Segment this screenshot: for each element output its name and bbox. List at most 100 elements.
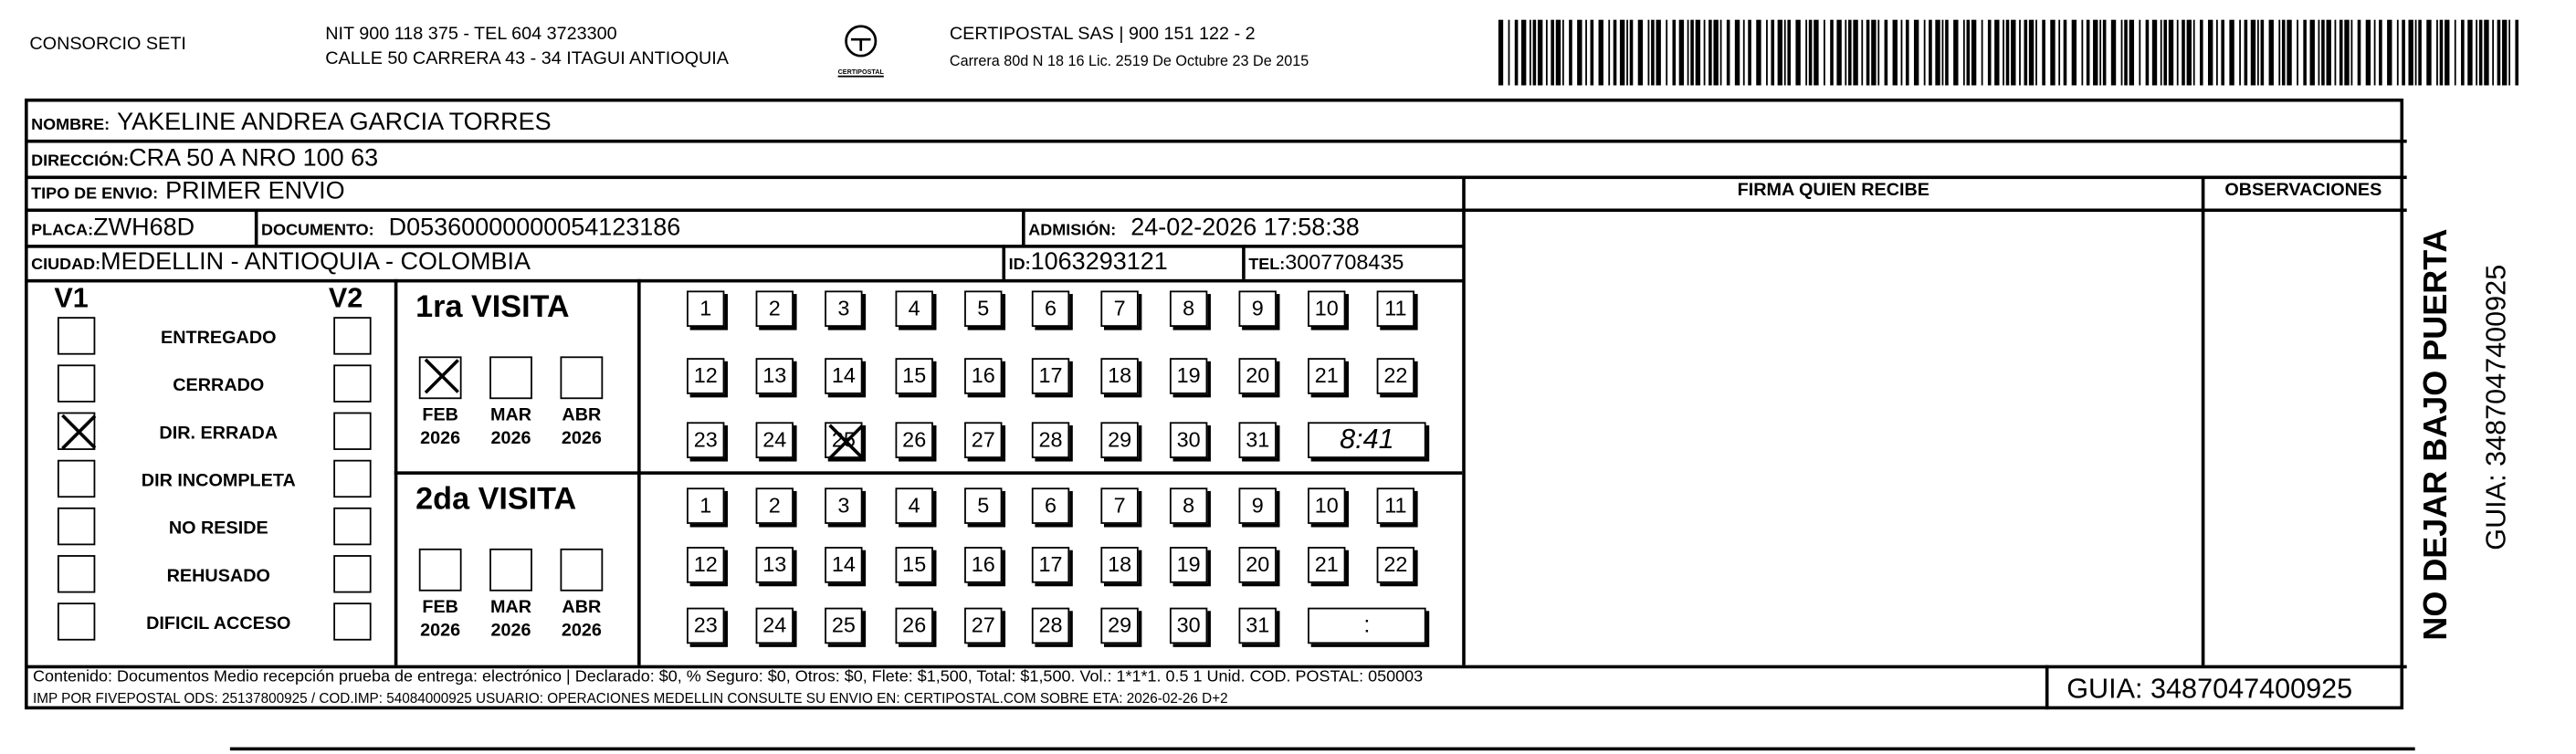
day-box[interactable]: 17 <box>1031 358 1070 394</box>
day-box[interactable]: 12 <box>687 547 725 583</box>
day-box[interactable]: 11 <box>1376 290 1415 328</box>
day-box[interactable]: 3 <box>825 290 863 328</box>
day-box[interactable]: 23 <box>687 422 725 458</box>
v1-checkbox[interactable] <box>57 459 96 498</box>
day-box[interactable]: 18 <box>1100 358 1139 394</box>
day-box[interactable]: 5 <box>964 290 1003 328</box>
day-box[interactable]: 15 <box>895 358 933 394</box>
day-box[interactable]: 14 <box>825 358 863 394</box>
v2-checkbox[interactable] <box>333 602 372 641</box>
month-checkbox[interactable] <box>560 356 604 400</box>
month-checkbox[interactable] <box>418 548 462 592</box>
day-box[interactable]: 16 <box>964 547 1003 583</box>
v2-checkbox[interactable] <box>333 507 372 546</box>
day-box[interactable]: 21 <box>1308 547 1346 583</box>
barcode-bar <box>2244 19 2248 86</box>
barcode-bar <box>2207 19 2213 86</box>
v1-checkbox[interactable] <box>57 364 96 403</box>
v2-checkbox[interactable] <box>333 364 372 403</box>
day-box[interactable]: 29 <box>1100 607 1139 644</box>
v2-checkbox[interactable] <box>333 555 372 593</box>
v1-checkbox[interactable] <box>57 555 96 593</box>
v1-checkbox[interactable] <box>57 507 96 546</box>
day-box[interactable]: 1 <box>687 487 725 524</box>
day-box[interactable]: 30 <box>1169 607 1208 644</box>
day-box[interactable]: 31 <box>1238 422 1277 458</box>
v2-checkbox[interactable] <box>333 459 372 498</box>
v1-checkbox[interactable] <box>57 602 96 641</box>
day-box[interactable]: 19 <box>1169 358 1208 394</box>
day-box[interactable]: 7 <box>1100 487 1139 524</box>
day-box[interactable]: 26 <box>895 422 933 458</box>
day-box[interactable]: 11 <box>1376 487 1415 524</box>
barcode-bar <box>1687 19 1689 86</box>
day-box[interactable]: 13 <box>755 547 794 583</box>
tipo-label: TIPO DE ENVIO: <box>31 185 159 204</box>
barcode-bar <box>2445 19 2450 86</box>
barcode-bar <box>2326 19 2331 86</box>
day-box[interactable]: 16 <box>964 358 1003 394</box>
month-checkbox[interactable] <box>560 548 604 592</box>
day-box[interactable]: 14 <box>825 547 863 583</box>
day-box[interactable]: 10 <box>1308 487 1346 524</box>
day-box[interactable]: 4 <box>895 487 933 524</box>
day-box[interactable]: 1 <box>687 290 725 328</box>
v2-checkbox[interactable] <box>333 412 372 450</box>
day-box[interactable]: 27 <box>964 422 1003 458</box>
tipo-field: TIPO DE ENVIO: PRIMER ENVIO <box>31 177 344 206</box>
day-box[interactable]: 31 <box>1238 607 1277 644</box>
barcode-bar <box>2492 19 2495 86</box>
day-box[interactable]: 7 <box>1100 290 1139 328</box>
barcode-bar <box>2024 19 2028 86</box>
day-box[interactable]: 25 <box>825 607 863 644</box>
day-box[interactable]: 20 <box>1238 547 1277 583</box>
v2-checkbox[interactable] <box>333 317 372 355</box>
month-checkbox[interactable] <box>489 548 532 592</box>
day-box[interactable]: 29 <box>1100 422 1139 458</box>
day-box[interactable]: 27 <box>964 607 1003 644</box>
month-checkbox[interactable] <box>489 356 532 400</box>
day-box[interactable]: 6 <box>1031 487 1070 524</box>
day-box[interactable]: 10 <box>1308 290 1346 328</box>
day-box[interactable]: 26 <box>895 607 933 644</box>
barcode-bar <box>2467 19 2473 86</box>
day-box[interactable]: 20 <box>1238 358 1277 394</box>
day-box[interactable]: 13 <box>755 358 794 394</box>
day-box[interactable]: 19 <box>1169 547 1208 583</box>
day-box[interactable]: 15 <box>895 547 933 583</box>
barcode-bar <box>2418 19 2422 86</box>
v1-checkbox[interactable] <box>57 412 96 450</box>
day-box[interactable]: 25 <box>825 422 863 458</box>
day-box[interactable]: 30 <box>1169 422 1208 458</box>
day-box[interactable]: 12 <box>687 358 725 394</box>
day-box[interactable]: 23 <box>687 607 725 644</box>
signature-area[interactable] <box>1466 210 2200 664</box>
day-box[interactable]: 28 <box>1031 422 1070 458</box>
visit-time[interactable]: 8:41 <box>1308 422 1426 458</box>
day-box[interactable]: 18 <box>1100 547 1139 583</box>
day-box[interactable]: 22 <box>1376 358 1415 394</box>
day-box[interactable]: 6 <box>1031 290 1070 328</box>
observations-area[interactable] <box>2204 210 2402 664</box>
month-checkbox[interactable] <box>418 356 462 400</box>
day-box[interactable]: 2 <box>755 487 794 524</box>
day-box[interactable]: 22 <box>1376 547 1415 583</box>
day-box[interactable]: 5 <box>964 487 1003 524</box>
day-box[interactable]: 24 <box>755 422 794 458</box>
day-box[interactable]: 8 <box>1169 487 1208 524</box>
day-box[interactable]: 17 <box>1031 547 1070 583</box>
day-box[interactable]: 3 <box>825 487 863 524</box>
barcode-bar <box>1847 19 1852 86</box>
day-box[interactable]: 2 <box>755 290 794 328</box>
day-box[interactable]: 4 <box>895 290 933 328</box>
day-box[interactable]: 8 <box>1169 290 1208 328</box>
day-box[interactable]: 28 <box>1031 607 1070 644</box>
v1-checkbox[interactable] <box>57 317 96 355</box>
ciudad-label: CIUDAD: <box>31 256 101 275</box>
day-box[interactable]: 21 <box>1308 358 1346 394</box>
day-box[interactable]: 24 <box>755 607 794 644</box>
day-box[interactable]: 9 <box>1238 290 1277 328</box>
day-box[interactable]: 9 <box>1238 487 1277 524</box>
placa-value: ZWH68D <box>93 213 195 242</box>
visit-time[interactable]: : <box>1308 607 1426 644</box>
